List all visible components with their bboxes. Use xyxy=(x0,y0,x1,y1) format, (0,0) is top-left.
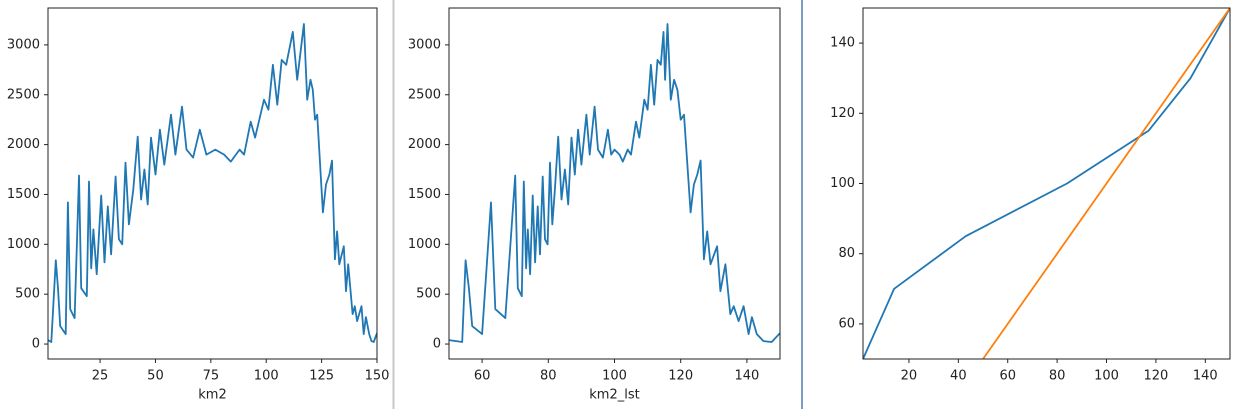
y-tick-label: 80 xyxy=(838,246,855,261)
x-tick-label: 125 xyxy=(309,369,334,384)
y-tick-label: 2500 xyxy=(7,87,40,102)
x-tick-label: 100 xyxy=(602,369,627,384)
x-tick-label: 80 xyxy=(540,369,557,384)
y-tick-label: 2500 xyxy=(408,87,441,102)
line-series xyxy=(48,23,377,343)
x-tick-label: 120 xyxy=(1143,369,1168,384)
y-tick-label: 1500 xyxy=(7,187,40,202)
y-tick-label: 0 xyxy=(32,337,40,352)
line-series xyxy=(449,23,780,343)
y-tick-label: 500 xyxy=(15,287,40,302)
axes-frame xyxy=(448,7,781,360)
y-tick-label: 1000 xyxy=(408,237,441,252)
x-tick-label: 100 xyxy=(254,369,279,384)
y-tick-label: 140 xyxy=(830,36,855,51)
y-tick-label: 100 xyxy=(830,176,855,191)
x-tick-label: 60 xyxy=(474,369,491,384)
y-tick-label: 2000 xyxy=(7,137,40,152)
x-tick-label: 60 xyxy=(999,369,1016,384)
x-tick-label: 20 xyxy=(901,369,918,384)
axes: 25 50 75 100 125 150050010001500200025003000k… xyxy=(7,7,390,403)
x-tick-label: 80 xyxy=(1049,369,1066,384)
line-series xyxy=(863,8,1230,359)
y-tick-label: 60 xyxy=(838,316,855,331)
x-tick-label: 40 xyxy=(950,369,967,384)
y-tick-label: 1000 xyxy=(7,237,40,252)
x-axis-label: km2_lst xyxy=(589,388,639,403)
x-tick-label: 140 xyxy=(1193,369,1218,384)
line-series xyxy=(982,8,1230,359)
y-tick-label: 3000 xyxy=(408,37,441,52)
x-tick-label: 50 xyxy=(147,369,164,384)
x-tick-label: 25 xyxy=(92,369,109,384)
y-tick-label: 2000 xyxy=(408,137,441,152)
axes: 60 80 100 120 140 0 500 1000 1500 2000 2500 3000 km2… xyxy=(408,7,781,403)
y-tick-label: 500 xyxy=(416,287,441,302)
x-axis-label: km2 xyxy=(198,388,226,403)
axes: 20 40 60 80 100 120 140 60 80 100 120 140 xyxy=(830,7,1231,384)
x-tick-label: 75 xyxy=(203,369,220,384)
x-tick-label: 140 xyxy=(734,369,759,384)
x-tick-label: 120 xyxy=(668,369,693,384)
y-tick-label: 1500 xyxy=(408,187,441,202)
y-tick-label: 0 xyxy=(433,337,441,352)
y-tick-label: 120 xyxy=(830,106,855,121)
axes-frame xyxy=(47,7,378,360)
axes-frame xyxy=(862,7,1231,360)
x-tick-label: 100 xyxy=(1094,369,1119,384)
y-tick-label: 3000 xyxy=(7,37,40,52)
x-tick-label: 150 xyxy=(365,369,390,384)
